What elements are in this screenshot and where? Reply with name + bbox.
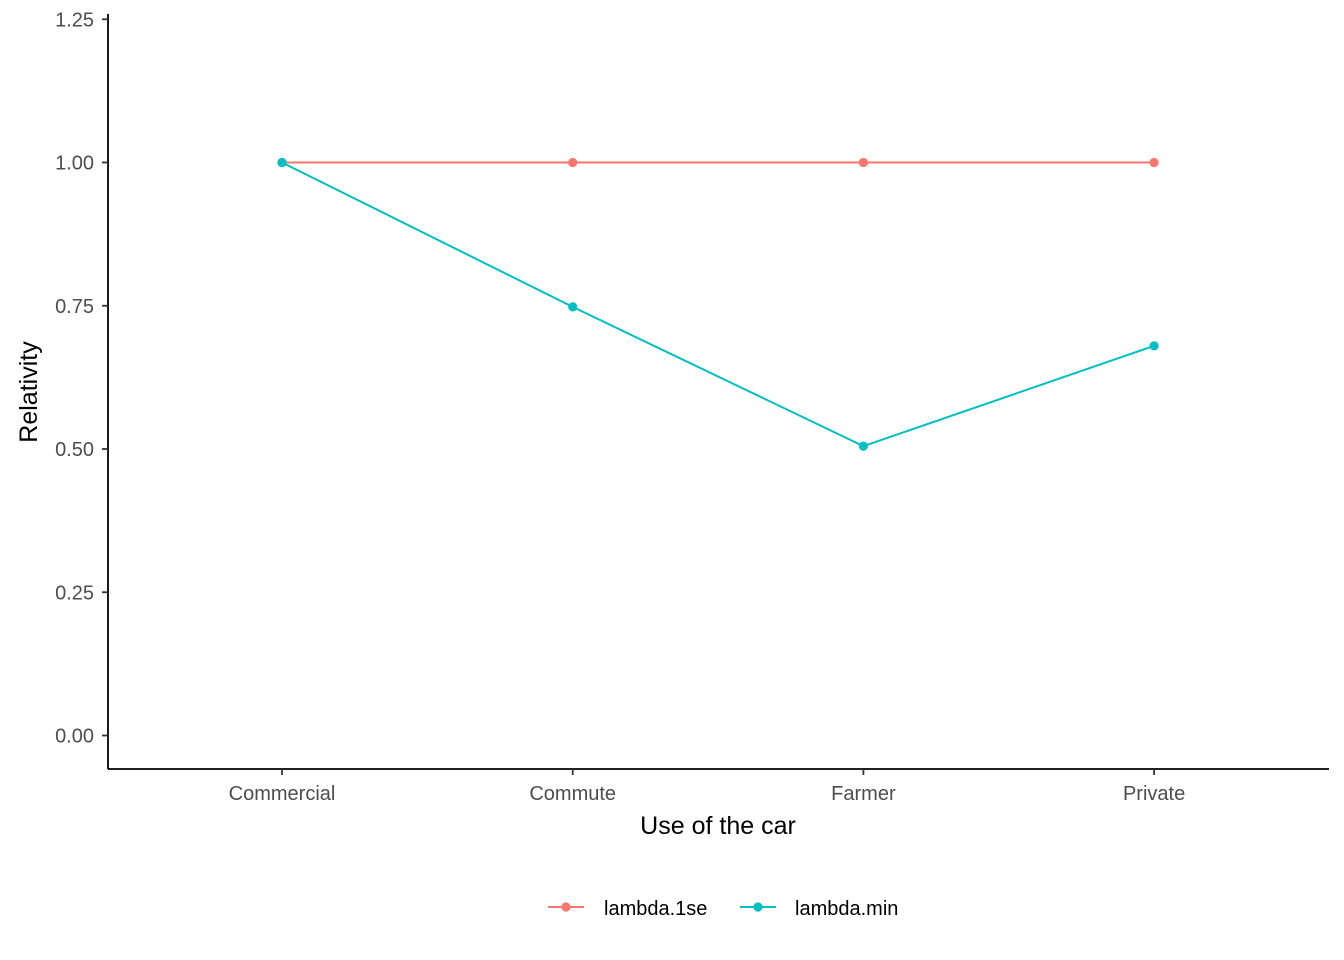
data-point <box>859 158 868 167</box>
legend-key-point <box>561 902 570 911</box>
y-tick-label: 1.25 <box>55 9 94 31</box>
data-point <box>568 302 577 311</box>
legend-key-point <box>753 902 762 911</box>
y-tick-label: 0.25 <box>55 582 94 604</box>
x-axis-title: Use of the car <box>640 812 796 840</box>
series-layer <box>277 158 1158 451</box>
data-point <box>859 442 868 451</box>
legend: lambda.1se lambda.min <box>548 898 898 920</box>
data-point <box>277 158 286 167</box>
y-tick-label: 0.50 <box>55 439 94 461</box>
series-line-lambda.min <box>282 163 1154 447</box>
y-tick-label: 1.00 <box>55 153 94 175</box>
data-point <box>1150 158 1159 167</box>
y-tick-label: 0.00 <box>55 726 94 748</box>
x-tick-label: Private <box>1123 783 1185 805</box>
data-point <box>1150 341 1159 350</box>
y-tick-label: 0.75 <box>55 296 94 318</box>
legend-label: lambda.min <box>795 898 898 920</box>
x-tick-label: Farmer <box>831 783 896 805</box>
x-tick-label: Commercial <box>229 783 336 805</box>
y-axis-title: Relativity <box>15 341 43 443</box>
legend-label: lambda.1se <box>604 898 707 920</box>
y-ticks: 0.00 0.25 0.50 0.75 1.00 1.25 <box>55 9 108 747</box>
x-tick-label: Commute <box>529 783 616 805</box>
x-ticks: Commercial Commute Farmer Private <box>229 769 1186 805</box>
data-point <box>568 158 577 167</box>
